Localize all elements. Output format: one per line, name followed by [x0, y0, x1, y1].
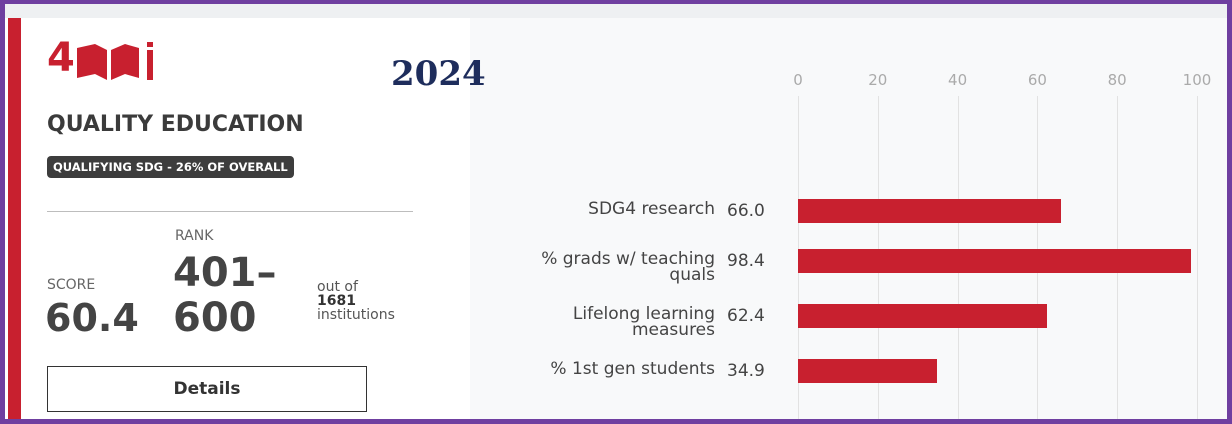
out-of-text: out of: [317, 279, 358, 295]
rank-value: 401–600: [173, 250, 277, 341]
grid-line: [1197, 96, 1198, 419]
value-label: 34.9: [727, 361, 765, 381]
score-label: SCORE: [47, 277, 96, 293]
details-button[interactable]: Details: [47, 366, 367, 412]
bar: [798, 199, 1062, 223]
book-icon: [77, 42, 153, 80]
category-label: Lifelong learning measures: [572, 304, 715, 340]
goal-number: 4: [47, 35, 75, 81]
goal-title: QUALITY EDUCATION: [47, 112, 304, 137]
out-of: out of 1681 institutions: [317, 280, 427, 322]
score-value: 60.4: [45, 296, 139, 340]
category-label: % grads w/ teaching quals: [541, 249, 715, 285]
total-unit: institutions: [317, 307, 395, 323]
x-tick-label: 0: [793, 71, 803, 89]
bar: [798, 359, 938, 383]
x-tick-label: 80: [1107, 71, 1127, 89]
x-tick-label: 100: [1182, 71, 1212, 89]
bar: [798, 304, 1047, 328]
divider: [47, 211, 413, 212]
x-tick-label: 60: [1027, 71, 1047, 89]
bar: [798, 249, 1191, 273]
rank-label: RANK: [175, 228, 214, 244]
accent-bar: [8, 18, 21, 419]
year: 2024: [391, 54, 486, 94]
x-tick-label: 40: [948, 71, 968, 89]
value-label: 98.4: [727, 251, 765, 271]
badge: QUALIFYING SDG - 26% OF OVERALL: [47, 156, 294, 178]
value-label: 66.0: [727, 201, 765, 221]
value-label: 62.4: [727, 306, 765, 326]
total-count: 1681: [317, 293, 356, 309]
top-strip: [5, 4, 1227, 18]
category-label: % 1st gen students: [550, 359, 715, 379]
category-label: SDG4 research: [588, 199, 715, 219]
x-tick-label: 20: [868, 71, 888, 89]
